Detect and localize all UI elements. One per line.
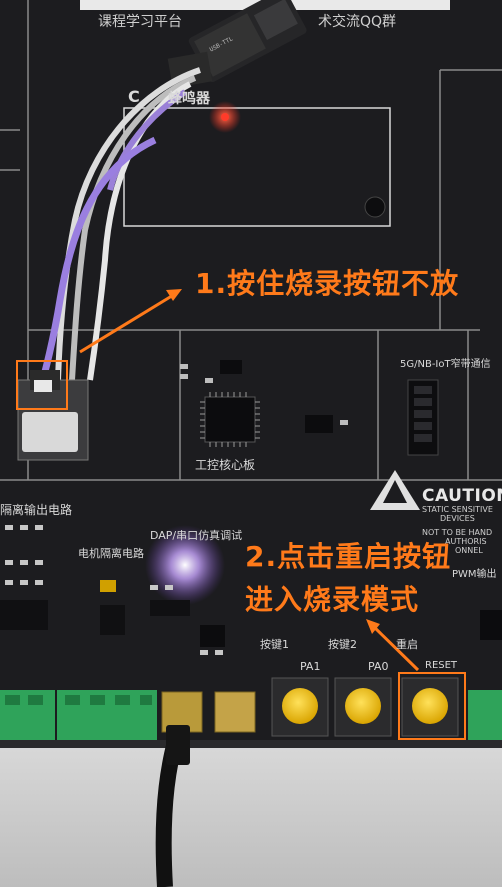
- top-banner-right-text: 术交流QQ群: [318, 14, 397, 30]
- caution-line-2: DEVICES: [440, 514, 475, 523]
- pa0-label: PA0: [368, 660, 389, 673]
- key2-label: 按键2: [328, 638, 357, 651]
- iot-label: 5G/NB-IoT窄带通信: [400, 359, 491, 370]
- step2-instruction-line2: 进入烧录模式: [245, 583, 420, 616]
- reset-label: RESET: [425, 660, 458, 671]
- caution-line-1: STATIC SENSITIVE: [422, 505, 493, 514]
- caution-title: CAUTION: [422, 486, 502, 506]
- dap-label: DAP/串口仿真调试: [150, 529, 243, 542]
- burn-button-highlight: [16, 360, 68, 410]
- key1-label: 按键1: [260, 638, 289, 651]
- pa1-label: PA1: [300, 660, 321, 673]
- pwm-label: PWM输出: [452, 569, 497, 580]
- reset-button-highlight: [398, 672, 466, 740]
- step2-instruction-line1: 2.点击重启按钮: [245, 540, 452, 573]
- core-board-label: 工控核心板: [195, 458, 256, 472]
- caution-line-5: ONNEL: [455, 546, 483, 555]
- isolation-label: 隔离输出电路: [0, 503, 73, 517]
- motor-label: 电机隔离电路: [78, 547, 144, 560]
- buzzer-label: 蜂鸣器: [168, 91, 210, 107]
- step1-instruction: 1.按住烧录按钮不放: [195, 267, 460, 300]
- caution-line-3: NOT TO BE HAND: [422, 528, 493, 537]
- restart-label: 重启: [396, 638, 418, 651]
- buzzer-section-letter: C: [128, 87, 140, 106]
- top-banner-text: 课程学习平台: [98, 14, 182, 30]
- caution-line-4: AUTHORIS: [445, 537, 487, 546]
